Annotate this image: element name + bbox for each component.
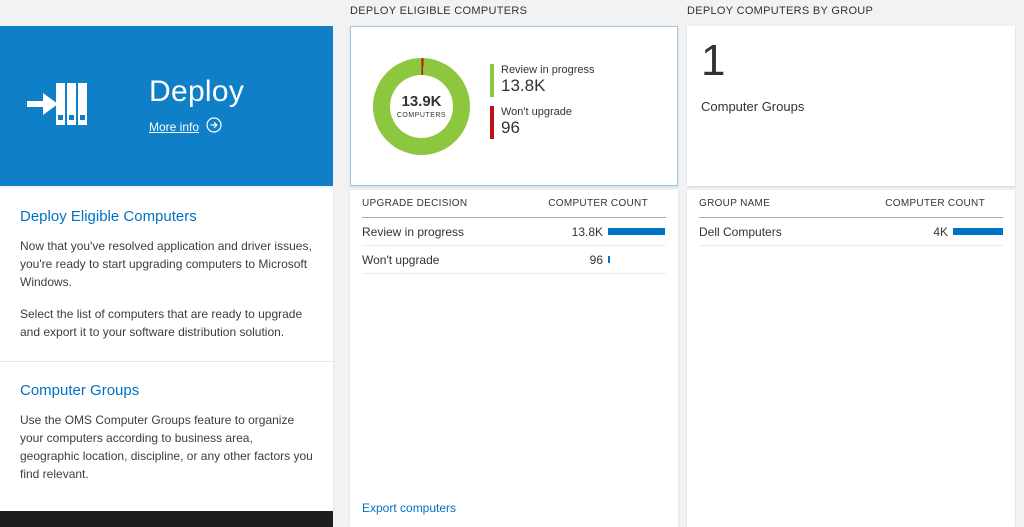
left-panel: Deploy More info Deploy Eligible Compute… xyxy=(0,0,333,527)
deploy-tile-text: Deploy More info xyxy=(149,75,244,138)
row-value: 96 xyxy=(589,252,603,267)
computers-by-group-column: DEPLOY COMPUTERS BY GROUP 1 Computer Gro… xyxy=(687,0,1015,527)
table-row-dell-computers[interactable]: Dell Computers 4K xyxy=(699,218,1003,246)
row-label: Review in progress xyxy=(362,224,465,239)
deploy-tile[interactable]: Deploy More info xyxy=(0,26,333,186)
deploy-icon xyxy=(27,81,91,132)
table-empty-space xyxy=(362,274,666,501)
row-value: 13.8K xyxy=(571,224,603,239)
count-bar xyxy=(608,256,610,263)
deploy-paragraph-2: Select the list of computers that are re… xyxy=(20,307,303,339)
row-label: Dell Computers xyxy=(699,224,782,239)
donut-center-label: COMPUTERS xyxy=(396,112,447,119)
column-header-group-name: GROUP NAME xyxy=(699,198,771,209)
row-label: Won't upgrade xyxy=(362,252,440,267)
more-info-row: More info xyxy=(149,116,244,138)
legend-value: 13.8K xyxy=(501,76,546,95)
legend-label: Won't upgrade xyxy=(501,106,573,118)
computers-donut-chart[interactable]: 13.9K COMPUTERS xyxy=(373,57,470,155)
count-bar xyxy=(953,228,1003,235)
deploy-paragraph-1: Now that you've resolved application and… xyxy=(20,239,312,289)
group-count: 1 xyxy=(701,36,726,85)
table-row-review-in-progress[interactable]: Review in progress 13.8K xyxy=(362,218,666,246)
computer-groups-summary-card[interactable]: 1 Computer Groups xyxy=(687,26,1015,186)
column-header-upgrade-decision: UPGRADE DECISION xyxy=(362,198,468,209)
legend-swatch-red xyxy=(490,106,494,139)
legend-swatch-green xyxy=(490,64,494,97)
donut-center: 13.9K COMPUTERS xyxy=(390,74,453,138)
table-row-wont-upgrade[interactable]: Won't upgrade 96 xyxy=(362,246,666,274)
donut-legend: Review in progress 13.8K Won't upgrade 9… xyxy=(490,64,595,148)
row-bar-container xyxy=(953,228,1003,235)
export-computers-link[interactable]: Export computers xyxy=(362,501,457,515)
column-header-computers-by-group: DEPLOY COMPUTERS BY GROUP xyxy=(687,5,874,17)
count-bar xyxy=(608,228,665,235)
legend-label: Review in progress xyxy=(501,64,595,76)
tile-title: Deploy xyxy=(149,74,245,108)
column-header-eligible-computers: DEPLOY ELIGIBLE COMPUTERS xyxy=(350,5,528,17)
group-count-label: Computer Groups xyxy=(701,98,805,114)
legend-value: 96 xyxy=(501,118,520,137)
group-table-card: GROUP NAME COMPUTER COUNT Dell Computers… xyxy=(687,190,1015,527)
column-header-computer-count: COMPUTER COUNT xyxy=(885,198,985,209)
section-heading-computer-groups: Computer Groups xyxy=(20,382,140,399)
section-divider xyxy=(0,361,333,362)
eligible-computers-column: DEPLOY ELIGIBLE COMPUTERS 13.9K COMPUTER… xyxy=(350,0,678,527)
upgrade-decision-table-card: UPGRADE DECISION COMPUTER COUNT Review i… xyxy=(350,190,678,527)
eligible-computers-chart-card[interactable]: 13.9K COMPUTERS Review in progress 13.8K… xyxy=(350,26,678,186)
arrow-circle-icon[interactable] xyxy=(206,116,222,138)
computer-groups-paragraph: Use the OMS Computer Groups feature to o… xyxy=(20,413,313,481)
legend-item-review-in-progress: Review in progress 13.8K xyxy=(490,64,595,97)
row-value: 4K xyxy=(933,224,948,239)
column-header-computer-count: COMPUTER COUNT xyxy=(548,198,648,209)
left-panel-footer xyxy=(0,511,333,527)
table-empty-space xyxy=(699,246,1003,527)
upgrade-decision-table-header: UPGRADE DECISION COMPUTER COUNT xyxy=(362,190,666,218)
row-bar-container xyxy=(608,256,666,263)
row-bar-container xyxy=(608,228,666,235)
section-heading-deploy-eligible: Deploy Eligible Computers xyxy=(20,208,197,225)
more-info-link[interactable]: More info xyxy=(149,120,200,134)
donut-center-value: 13.9K xyxy=(401,93,442,110)
group-table-header: GROUP NAME COMPUTER COUNT xyxy=(699,190,1003,218)
deploy-description-card: Deploy Eligible Computers Now that you'v… xyxy=(0,188,333,511)
legend-item-wont-upgrade: Won't upgrade 96 xyxy=(490,106,595,139)
